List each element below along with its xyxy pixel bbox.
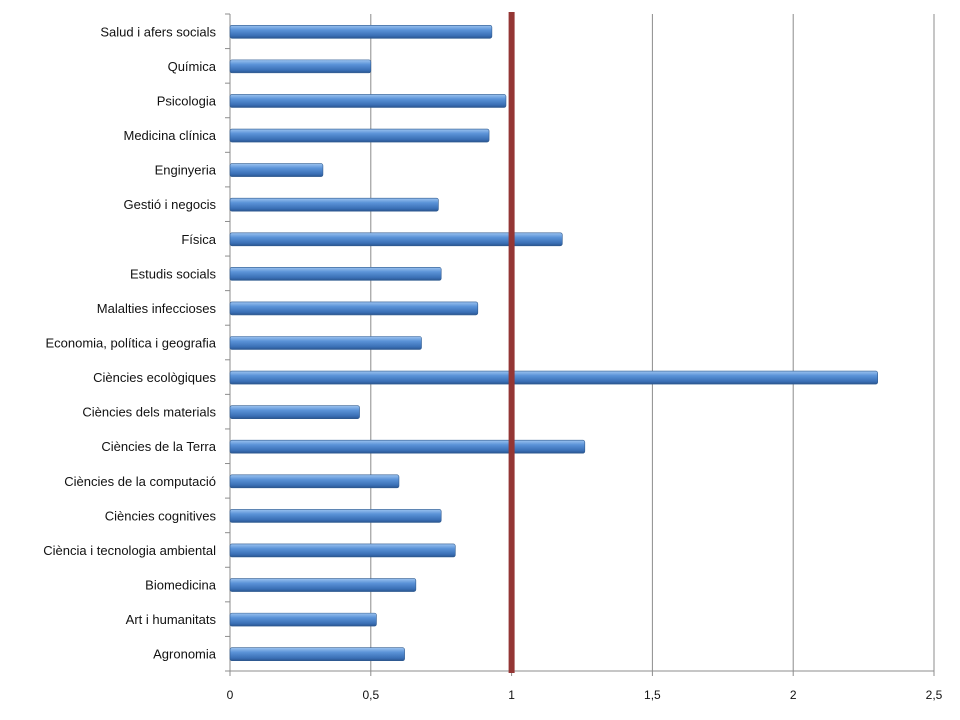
bar bbox=[229, 163, 324, 177]
bar bbox=[229, 128, 490, 143]
category-label: Enginyeria bbox=[155, 163, 217, 178]
category-label: Salud i afers socials bbox=[100, 24, 216, 39]
bar bbox=[229, 197, 439, 212]
bar bbox=[229, 59, 372, 74]
bar bbox=[229, 647, 405, 662]
bar bbox=[229, 267, 442, 281]
bar bbox=[229, 543, 456, 558]
bar bbox=[229, 474, 400, 489]
x-tick-label: 2,5 bbox=[926, 688, 943, 702]
category-label: Art i humanitats bbox=[126, 612, 217, 627]
bar bbox=[229, 578, 417, 592]
x-tick-label: 1 bbox=[508, 688, 515, 702]
x-tick-label: 2 bbox=[790, 688, 797, 702]
category-label: Química bbox=[168, 59, 217, 74]
bar bbox=[229, 405, 360, 419]
category-label: Biomedicina bbox=[145, 578, 217, 593]
bar bbox=[229, 301, 479, 316]
x-tick-label: 1,5 bbox=[644, 688, 661, 702]
category-label: Ciències ecològiques bbox=[93, 370, 216, 385]
bar bbox=[229, 509, 442, 523]
bar bbox=[229, 612, 377, 627]
category-label: Física bbox=[181, 232, 216, 247]
bar bbox=[229, 439, 586, 454]
category-label: Malalties infeccioses bbox=[97, 301, 217, 316]
bar bbox=[229, 370, 878, 385]
category-label: Ciències de la Terra bbox=[101, 439, 216, 454]
category-label: Economia, política i geografia bbox=[45, 336, 216, 351]
category-label: Ciències cognitives bbox=[105, 508, 217, 523]
bar bbox=[229, 24, 493, 39]
bar bbox=[229, 94, 507, 108]
bar bbox=[229, 336, 422, 350]
category-label: Ciència i tecnologia ambiental bbox=[43, 543, 216, 558]
category-label: Gestió i negocis bbox=[124, 197, 217, 212]
bar bbox=[229, 232, 563, 247]
category-label: Estudis socials bbox=[130, 266, 216, 281]
category-label: Ciències dels materials bbox=[82, 405, 216, 420]
category-label: Ciències de la computació bbox=[64, 474, 216, 489]
category-label: Agronomia bbox=[153, 647, 217, 662]
x-tick-label: 0 bbox=[227, 688, 234, 702]
x-tick-label: 0,5 bbox=[362, 688, 379, 702]
category-label: Psicologia bbox=[157, 93, 217, 108]
category-label: Medicina clínica bbox=[124, 128, 217, 143]
